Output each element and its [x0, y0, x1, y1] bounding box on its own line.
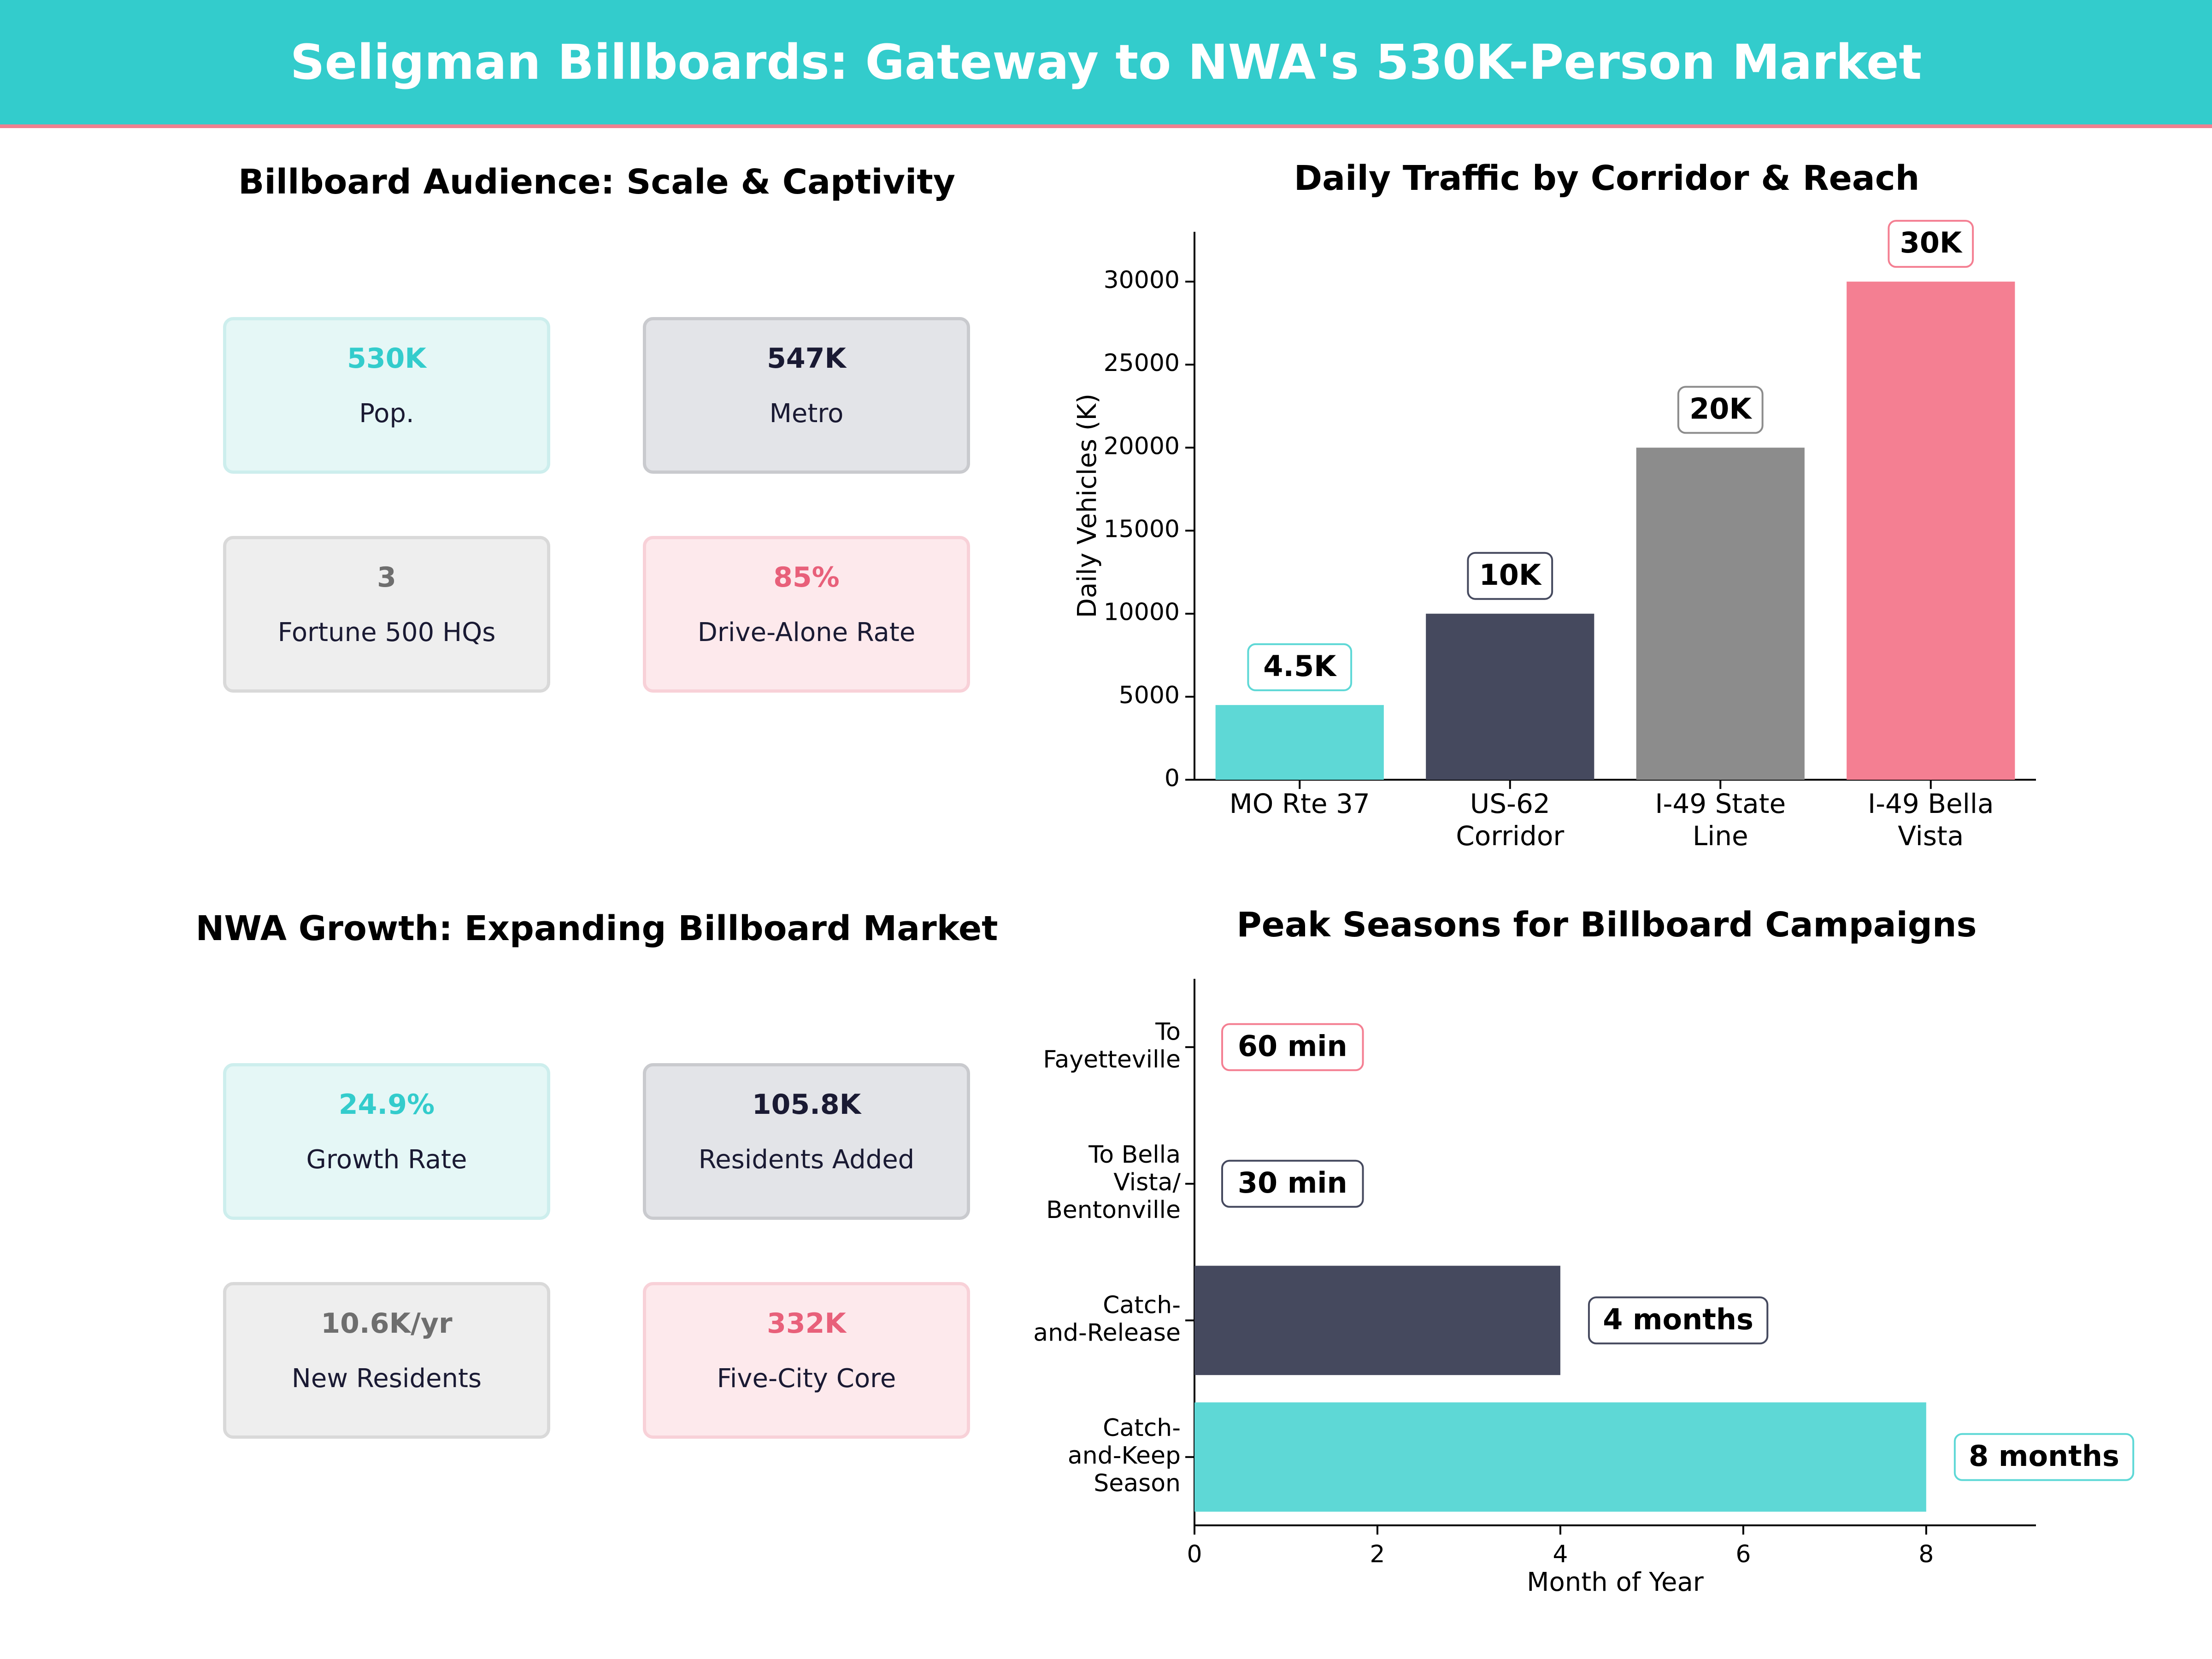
kpi-value: 547K — [767, 342, 846, 375]
kpi-value: 332K — [767, 1307, 846, 1340]
x-tick-label: I-49 State — [1655, 788, 1786, 819]
y-tick-label: Season — [1094, 1470, 1181, 1497]
kpi-label: Fortune 500 HQs — [277, 618, 496, 647]
traffic-bar-value-label: 20K — [1689, 392, 1752, 425]
traffic-bar-value-label-box — [1888, 220, 1974, 268]
y-tick-label: and-Keep — [1068, 1442, 1181, 1470]
season-bar-value-label-box — [1221, 1159, 1364, 1208]
kpi-label: Metro — [769, 399, 844, 429]
y-tick-label: Vista/ — [1113, 1169, 1181, 1196]
y-tick-label: 25000 — [1104, 349, 1180, 377]
y-tick-label: Catch- — [1103, 1291, 1181, 1319]
x-tick-label: Line — [1693, 820, 1748, 852]
season-bar-value-label: 30 min — [1238, 1166, 1347, 1200]
kpi-card-metro: 547K Metro — [643, 317, 970, 474]
kpi-value: 105.8K — [752, 1088, 861, 1121]
y-tick-label: 0 — [1165, 765, 1180, 792]
x-tick-label: Corridor — [1456, 820, 1564, 852]
kpi-value: 85% — [773, 561, 840, 594]
season-bar-value-label: 4 months — [1603, 1302, 1753, 1336]
kpi-value: 10.6K/yr — [321, 1307, 453, 1340]
x-tick-label: US-62 — [1470, 788, 1550, 819]
season-chart-title: Peak Seasons for Billboard Campaigns — [1236, 905, 1977, 945]
kpi-card-growth-rate: 24.9% Growth Rate — [223, 1063, 550, 1220]
y-tick-label: Fayetteville — [1043, 1046, 1181, 1073]
traffic-bar-value-label-box — [1467, 552, 1553, 600]
kpi-label: New Residents — [291, 1364, 482, 1394]
kpi-card-new-residents: 10.6K/yr New Residents — [223, 1282, 550, 1439]
growth-panel-title: NWA Growth: Expanding Billboard Market — [195, 909, 998, 948]
kpi-value: 3 — [377, 561, 396, 594]
traffic-bar-value-label: 4.5K — [1263, 649, 1337, 683]
season-bar-value-label-box — [1588, 1296, 1769, 1345]
x-tick-label: Vista — [1898, 820, 1964, 852]
season-bar-value-label-box — [1221, 1023, 1364, 1071]
x-tick-label: MO Rte 37 — [1230, 788, 1370, 819]
kpi-card-population: 530K Pop. — [223, 317, 550, 474]
y-tick-label: Catch- — [1103, 1414, 1181, 1442]
header-banner: Seligman Billboards: Gateway to NWA's 53… — [0, 0, 2212, 128]
x-tick-label: 4 — [1553, 1541, 1568, 1568]
kpi-label: Growth Rate — [306, 1145, 467, 1175]
y-tick-label: To — [1155, 1018, 1181, 1046]
season-bar-value-label-box — [1953, 1433, 2135, 1481]
traffic-bar-value-label: 30K — [1900, 226, 1963, 259]
traffic-bar — [1215, 705, 1384, 780]
traffic-chart-title: Daily Traffic by Corridor & Reach — [1294, 159, 1920, 198]
kpi-value: 530K — [347, 342, 426, 375]
season-bar-value-label: 8 months — [1969, 1439, 2119, 1473]
y-tick-label: Bentonville — [1046, 1196, 1181, 1224]
season-bar — [1194, 1265, 1560, 1375]
audience-panel-title: Billboard Audience: Scale & Captivity — [238, 162, 955, 202]
traffic-bar — [1636, 447, 1805, 780]
traffic-bar-value-label: 10K — [1479, 558, 1542, 592]
y-tick-label: 5000 — [1119, 682, 1180, 709]
kpi-label: Five-City Core — [717, 1364, 896, 1394]
page-title: Seligman Billboards: Gateway to NWA's 53… — [290, 34, 1922, 90]
traffic-bar-value-label-box — [1247, 643, 1353, 691]
kpi-label: Drive-Alone Rate — [697, 618, 916, 647]
x-tick-label: 2 — [1370, 1541, 1385, 1568]
y-tick-label: 15000 — [1104, 516, 1180, 543]
kpi-value: 24.9% — [338, 1088, 435, 1121]
kpi-card-fortune500: 3 Fortune 500 HQs — [223, 536, 550, 693]
x-tick-label: 6 — [1735, 1541, 1751, 1568]
season-x-axis-label: Month of Year — [1527, 1567, 1704, 1597]
y-tick-label: 30000 — [1104, 266, 1180, 294]
y-tick-label: 10000 — [1104, 599, 1180, 626]
kpi-label: Pop. — [359, 399, 414, 429]
y-tick-label: To Bella — [1088, 1141, 1181, 1169]
kpi-card-drive-alone: 85% Drive-Alone Rate — [643, 536, 970, 693]
kpi-card-residents-added: 105.8K Residents Added — [643, 1063, 970, 1220]
x-tick-label: 8 — [1918, 1541, 1934, 1568]
x-tick-label: I-49 Bella — [1868, 788, 1994, 819]
season-bar — [1194, 1402, 1926, 1512]
y-tick-label: and-Release — [1033, 1319, 1181, 1347]
y-tick-label: 20000 — [1104, 432, 1180, 460]
season-bar-value-label: 60 min — [1238, 1029, 1347, 1063]
x-tick-label: 0 — [1187, 1541, 1202, 1568]
kpi-card-five-city-core: 332K Five-City Core — [643, 1282, 970, 1439]
traffic-bar — [1847, 282, 2015, 780]
kpi-label: Residents Added — [698, 1145, 915, 1175]
traffic-y-axis-label: Daily Vehicles (K) — [1072, 394, 1102, 618]
traffic-bar-value-label-box — [1677, 386, 1764, 434]
traffic-bar — [1426, 613, 1594, 780]
